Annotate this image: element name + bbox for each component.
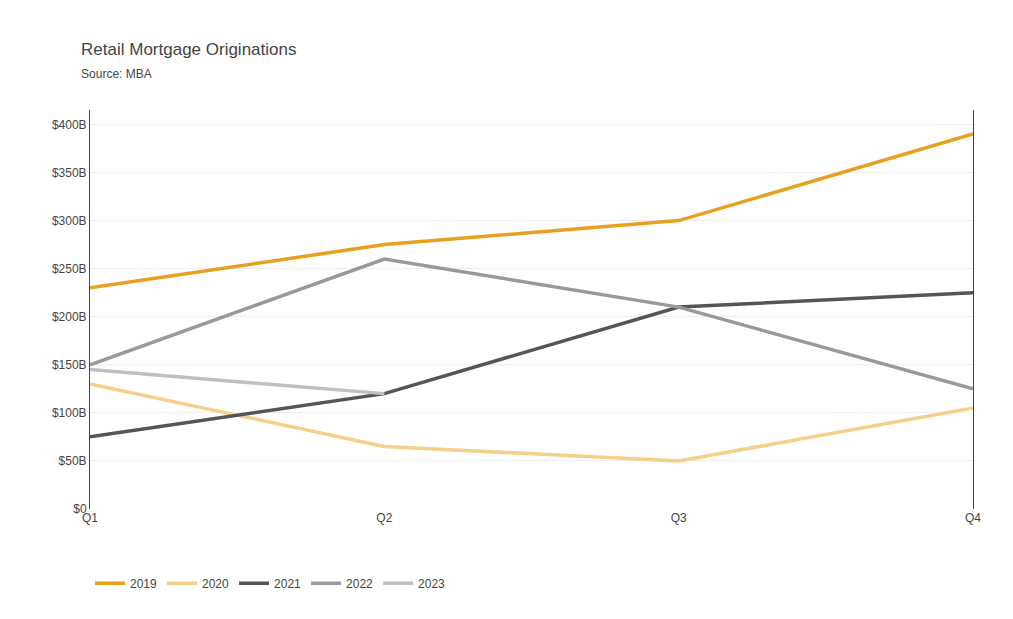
- svg-text:2021: 2021: [274, 577, 301, 591]
- svg-text:Q2: Q2: [376, 511, 392, 525]
- svg-text:$300B: $300B: [52, 214, 87, 228]
- svg-text:Q3: Q3: [671, 511, 687, 525]
- svg-text:$0: $0: [73, 502, 87, 516]
- svg-text:2022: 2022: [346, 577, 373, 591]
- svg-text:$50B: $50B: [59, 454, 87, 468]
- svg-text:$200B: $200B: [52, 310, 87, 324]
- svg-text:$100B: $100B: [52, 406, 87, 420]
- svg-text:Q1: Q1: [82, 511, 98, 525]
- svg-text:Q4: Q4: [965, 511, 981, 525]
- svg-text:$350B: $350B: [52, 166, 87, 180]
- svg-text:2023: 2023: [418, 577, 445, 591]
- svg-text:Source: MBA: Source: MBA: [81, 67, 152, 81]
- svg-text:$400B: $400B: [52, 118, 87, 132]
- svg-text:$250B: $250B: [52, 262, 87, 276]
- svg-text:$150B: $150B: [52, 358, 87, 372]
- svg-text:2020: 2020: [202, 577, 229, 591]
- svg-text:2019: 2019: [130, 577, 157, 591]
- svg-text:Retail Mortgage Originations: Retail Mortgage Originations: [81, 40, 296, 59]
